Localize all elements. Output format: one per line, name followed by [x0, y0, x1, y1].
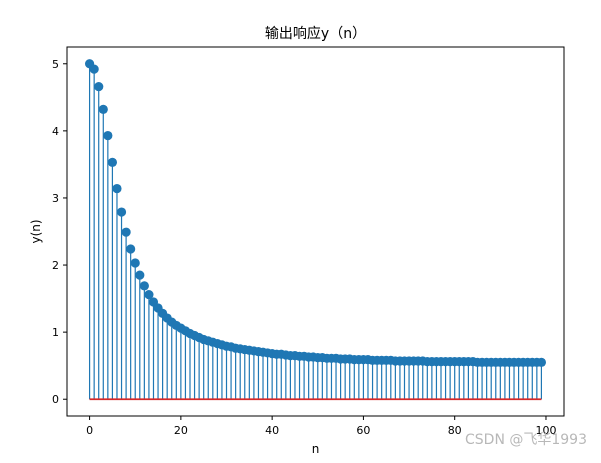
- watermark-text: CSDN @飞华1993: [465, 432, 587, 448]
- y-tick-label: 2: [52, 259, 59, 272]
- stem-marker: [144, 289, 154, 300]
- stem-marker: [139, 281, 149, 291]
- x-tick-label: 100: [535, 424, 556, 437]
- y-tick-label: 1: [52, 326, 59, 339]
- chart-title: 输出响应y（n）: [265, 25, 366, 42]
- stem-marker: [126, 244, 136, 254]
- x-tick-label: 60: [356, 424, 370, 437]
- x-tick-label: 20: [174, 424, 188, 437]
- stem-marker: [112, 183, 122, 194]
- stem-marker: [94, 81, 104, 92]
- y-tick-label: 4: [52, 125, 59, 138]
- stem-marker: [130, 258, 140, 268]
- y-axis-label: y(n): [29, 219, 43, 243]
- stem-marker: [89, 64, 99, 74]
- stem-marker: [536, 357, 547, 367]
- y-tick-label: 0: [52, 393, 59, 406]
- x-axis-label: n: [312, 442, 320, 456]
- stem-marker: [103, 130, 113, 141]
- x-tick-label: 40: [265, 424, 279, 437]
- axes-frame: [66, 46, 565, 417]
- stem-marker: [116, 207, 127, 217]
- stem-marker: [121, 227, 131, 237]
- y-tick-label: 3: [52, 192, 59, 205]
- stem-marker: [135, 270, 145, 280]
- y-tick-label: 5: [52, 58, 59, 71]
- x-tick-label: 0: [86, 424, 93, 437]
- stem-marker: [107, 157, 118, 167]
- x-tick-label: 80: [448, 424, 462, 437]
- stem-marker: [98, 104, 108, 114]
